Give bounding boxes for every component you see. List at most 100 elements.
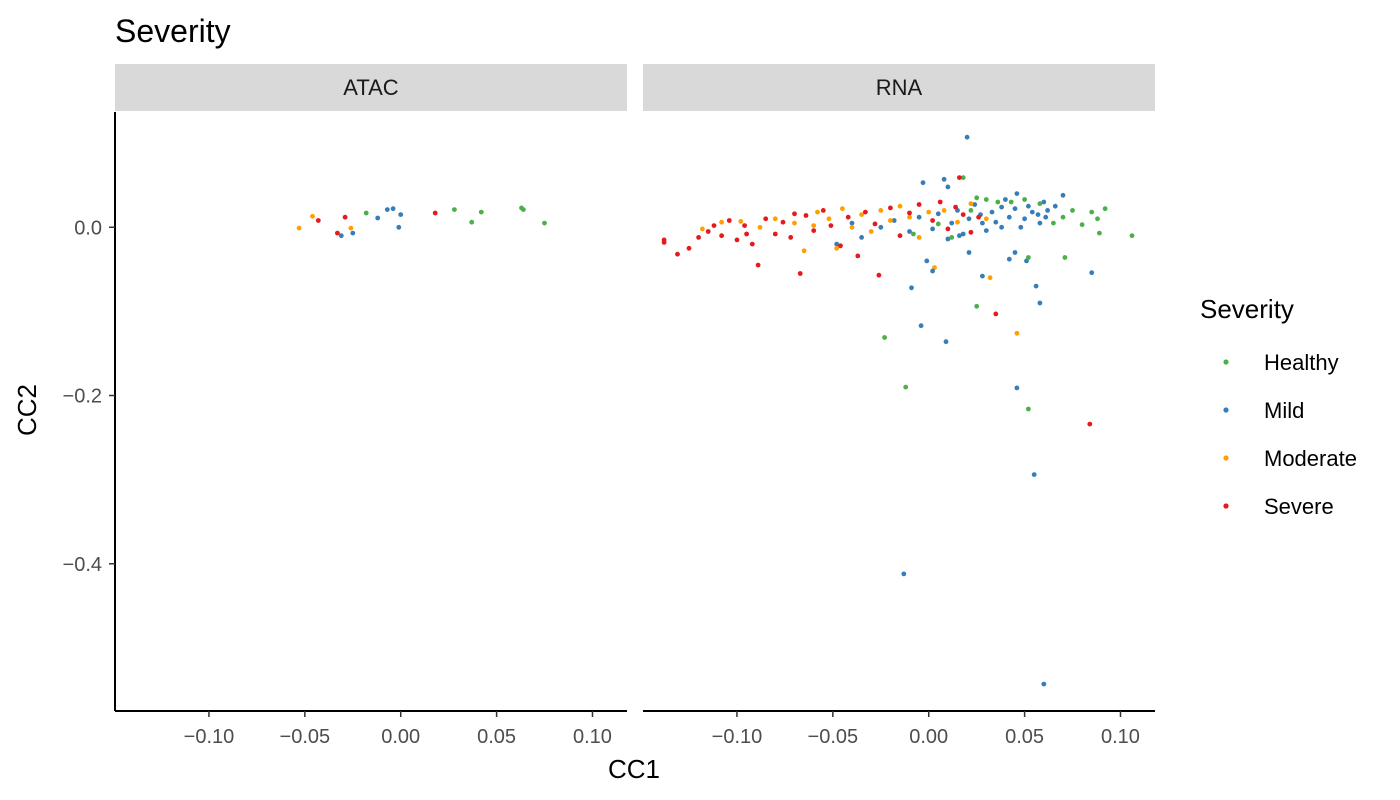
x-axis-title: CC1 [608, 754, 660, 784]
point-rna-mild [909, 285, 914, 291]
point-rna-mild [964, 134, 970, 140]
legend-key-severe [1223, 503, 1229, 509]
point-rna-mild [935, 211, 941, 217]
x-tick-label: −0.05 [280, 726, 331, 748]
point-rna-moderate [826, 216, 832, 222]
x-axis-atac: −0.10 −0.05 0.00 0.05 0.10 [115, 710, 627, 748]
point-rna-healthy [1070, 208, 1075, 213]
legend-title: Severity [1200, 294, 1294, 324]
point-rna-moderate [888, 218, 893, 223]
point-rna-healthy [935, 221, 941, 227]
point-rna-mild [1033, 283, 1039, 289]
legend: Severity Healthy Mild Moderate Severe [1200, 294, 1357, 519]
point-atac-healthy [521, 207, 526, 213]
points-rna [661, 134, 1135, 687]
point-rna-moderate [941, 208, 947, 213]
point-rna-severe [916, 202, 922, 207]
point-rna-mild [891, 218, 897, 223]
point-rna-mild [980, 220, 985, 226]
point-rna-severe [876, 272, 882, 278]
point-rna-severe [888, 205, 893, 211]
point-rna-moderate [840, 206, 845, 212]
point-rna-moderate [916, 235, 922, 240]
x-tick-label: 0.10 [573, 726, 612, 748]
point-rna-moderate [983, 216, 989, 222]
strip-atac [115, 64, 627, 111]
point-rna-mild [859, 235, 864, 240]
point-atac-moderate [296, 225, 302, 231]
legend-key-healthy [1223, 359, 1229, 365]
point-rna-mild [920, 180, 926, 186]
point-rna-healthy [1097, 230, 1102, 236]
point-rna-healthy [974, 303, 980, 309]
point-rna-severe [820, 208, 826, 213]
point-rna-healthy [949, 235, 955, 240]
point-rna-moderate [926, 209, 932, 215]
point-rna-moderate [987, 275, 993, 281]
y-axis-title: CC2 [12, 384, 42, 436]
legend-key-mild [1223, 407, 1229, 413]
strip-label-atac: ATAC [343, 75, 399, 100]
point-rna-moderate [738, 219, 744, 224]
point-rna-severe [675, 251, 680, 257]
point-rna-severe [686, 245, 692, 251]
legend-label-mild: Mild [1264, 398, 1304, 423]
point-rna-severe [696, 235, 701, 240]
point-rna-mild [949, 220, 955, 226]
point-rna-mild [945, 184, 951, 190]
x-tick-label: 0.05 [1005, 726, 1044, 748]
point-atac-severe [342, 214, 348, 220]
x-tick-label: −0.10 [712, 726, 763, 748]
point-rna-severe [930, 218, 935, 223]
legend-key-moderate [1223, 455, 1229, 461]
point-rna-healthy [1129, 233, 1135, 239]
x-axis-rna: −0.10 −0.05 0.00 0.05 0.10 [643, 710, 1155, 748]
point-rna-healthy [1095, 216, 1100, 222]
point-rna-severe [897, 233, 903, 239]
point-rna-severe [792, 211, 797, 217]
point-rna-severe [953, 204, 958, 210]
point-rna-mild [1014, 191, 1020, 197]
point-rna-healthy [1102, 206, 1108, 212]
point-rna-severe [828, 223, 834, 229]
point-rna-mild [993, 219, 999, 225]
point-atac-mild [398, 212, 404, 218]
point-atac-healthy [469, 219, 475, 225]
point-rna-healthy [995, 199, 1001, 205]
point-rna-mild [957, 233, 962, 239]
point-rna-severe [797, 271, 803, 276]
point-rna-mild [999, 204, 1004, 210]
point-rna-severe [661, 240, 667, 245]
point-rna-moderate [907, 214, 912, 220]
point-rna-moderate [834, 245, 840, 251]
point-atac-healthy [363, 210, 369, 216]
point-rna-severe [1087, 421, 1093, 427]
legend-label-severe: Severe [1264, 494, 1334, 519]
point-rna-mild [916, 214, 922, 220]
point-rna-severe [744, 231, 749, 237]
point-rna-severe [803, 213, 809, 218]
point-rna-healthy [1079, 222, 1085, 228]
point-rna-severe [780, 219, 786, 225]
point-rna-moderate [968, 201, 974, 207]
point-rna-moderate [811, 223, 817, 229]
point-rna-severe [968, 229, 974, 235]
panel-atac: ATAC −0.10 −0.05 0.00 0.05 0.10 [115, 64, 627, 748]
point-rna-healthy [1022, 197, 1027, 202]
point-rna-mild [972, 202, 978, 207]
legend-label-healthy: Healthy [1264, 350, 1339, 375]
point-rna-mild [1022, 216, 1027, 222]
point-rna-healthy [983, 197, 989, 202]
point-rna-mild [1014, 385, 1020, 391]
point-rna-mild [945, 236, 951, 242]
point-rna-mild [1018, 224, 1024, 230]
point-rna-moderate [719, 219, 724, 225]
strip-label-rna: RNA [876, 75, 923, 100]
point-rna-mild [960, 231, 966, 237]
point-atac-mild [350, 230, 356, 236]
point-rna-mild [980, 273, 985, 279]
point-rna-healthy [903, 384, 909, 390]
point-rna-healthy [968, 208, 974, 213]
point-rna-healthy [1051, 220, 1056, 226]
point-rna-severe [811, 228, 817, 234]
